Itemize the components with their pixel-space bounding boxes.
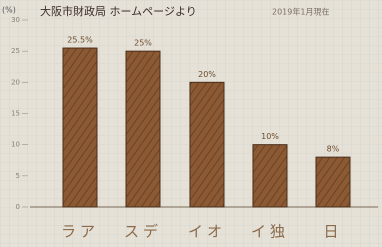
value-label: 25% [134,39,152,48]
page: {"chart_data": {"type": "bar", "title": … [0,0,382,247]
y-axis-label: (%) [2,6,16,15]
value-label: 8% [327,145,340,154]
bar [253,145,287,207]
y-tick-label: 30 [11,16,20,24]
x-tick-label: スデ [124,223,162,241]
x-tick-label: 日 [323,223,342,241]
y-tick-label: 25 [11,47,20,55]
chart: (%) 大阪市財政局 ホームページより 2019年1月現在 0 5 10 15 20 25… [0,0,382,247]
chart-subtitle: 2019年1月現在 [272,7,329,17]
value-label: 20% [198,70,216,79]
y-tick-label: 20 [11,78,20,86]
bar [190,82,224,207]
x-tick-label: イ独 [251,223,289,241]
bar [316,157,350,207]
x-tick-label: ラア [61,223,99,241]
value-label: 10% [261,132,279,141]
bar [63,48,97,207]
y-tick-label: 0 [16,203,20,211]
y-tick-label: 5 [16,172,20,180]
x-tick-label: イオ [188,223,226,241]
chart-title: 大阪市財政局 ホームページより [40,4,197,18]
y-tick-label: 15 [11,110,20,118]
y-tick-label: 10 [11,141,20,149]
value-label: 25.5% [67,36,93,45]
bar [126,51,160,207]
